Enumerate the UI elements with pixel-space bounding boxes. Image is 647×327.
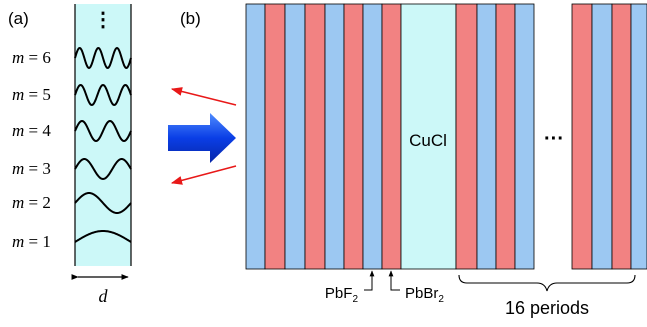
pbf2-layer <box>476 3 497 270</box>
mode-labels: m = 1 m = 2 m = 3 m = 4 m = 5 m = 6 <box>12 48 51 251</box>
mode-curve-m2 <box>74 191 132 215</box>
cavity-box <box>75 4 131 266</box>
pbbr2-layer <box>571 3 593 270</box>
pbbr2-layer <box>495 3 516 270</box>
mode-label-m1: m = 1 <box>12 232 51 251</box>
periods-brace <box>458 274 636 292</box>
pbf2-layer <box>245 3 266 270</box>
panel-b: (b) CuCl ··· PbF2 PbBr2 16 periods <box>168 3 647 318</box>
periods-label: 16 periods <box>505 298 589 318</box>
pbf2-layer <box>591 3 613 270</box>
pbf2-layer <box>284 3 306 270</box>
pbbr2-layer <box>611 3 632 270</box>
pbbr2-layer <box>381 3 402 270</box>
layer1-label: PbF2 <box>325 285 359 305</box>
mode-label-m3: m = 3 <box>12 159 51 178</box>
periods-ellipsis: ··· <box>544 128 564 150</box>
pbf2-layer <box>630 3 647 270</box>
layer2-label: PbBr2 <box>405 285 444 305</box>
pbbr2-layer <box>304 3 326 270</box>
cavity-material-label: CuCl <box>409 131 447 150</box>
cucl-cavity-layer <box>400 3 457 270</box>
pbbr2-layer <box>343 3 364 270</box>
mode-label-m4: m = 4 <box>12 121 51 140</box>
layer1-pointer <box>364 270 375 291</box>
mode-label-m5: m = 5 <box>12 85 51 104</box>
panel-b-label: (b) <box>180 9 201 28</box>
mode-label-m6: m = 6 <box>12 48 51 67</box>
mode-curve-m5 <box>74 83 132 107</box>
panel-a-label: (a) <box>8 9 29 28</box>
pbbr2-layer <box>264 3 286 270</box>
mode-curves <box>74 46 132 243</box>
pbbr2-layer <box>455 3 478 270</box>
mode-curve-m4 <box>74 119 132 143</box>
reflected-arrow-upper <box>170 87 237 106</box>
width-label: d <box>99 286 109 306</box>
incident-light-arrow <box>168 113 236 163</box>
layer-stack <box>245 3 647 270</box>
layer2-pointer <box>388 270 400 291</box>
pbf2-layer <box>362 3 383 270</box>
mode-label-m2: m = 2 <box>12 193 51 212</box>
reflected-arrow-lower <box>170 165 237 185</box>
mode-curve-m3 <box>74 158 132 181</box>
mode-curve-m1 <box>74 229 132 243</box>
panel-a: (a) ⋮ m = 1 m = 2 m = 3 m = 4 m = 5 m = 6 d <box>8 4 132 306</box>
modes-ellipsis: ⋮ <box>93 9 113 31</box>
pbf2-layer <box>514 3 535 270</box>
pbf2-layer <box>324 3 345 270</box>
mode-curve-m6 <box>74 46 132 70</box>
